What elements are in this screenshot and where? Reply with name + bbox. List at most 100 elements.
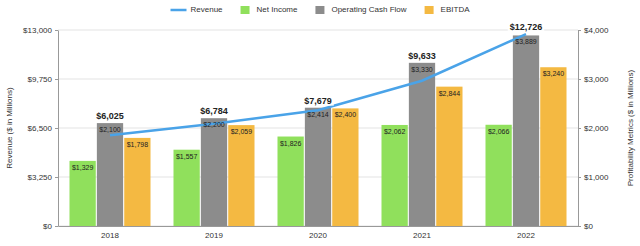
tick-mark [578, 128, 581, 129]
data-label: $3,330 [411, 66, 433, 73]
data-label: $2,400 [335, 111, 357, 118]
line [110, 34, 526, 135]
data-label: $2,059 [231, 128, 253, 135]
data-label-bg [508, 22, 545, 32]
legend-item: EBITDA [425, 5, 471, 14]
bar [540, 67, 566, 226]
tick-label: $6,500 [28, 124, 53, 133]
tick-label: $13,000 [23, 26, 52, 35]
tick-label: 2020 [309, 231, 327, 240]
legend-item: Net Income [241, 5, 298, 14]
legend-label: EBITDA [441, 5, 471, 14]
y2-axis-tick: $2,000 [578, 124, 609, 133]
bar [173, 150, 199, 226]
bar [381, 125, 407, 226]
y2-axis-tick: $3,000 [578, 75, 609, 84]
y-axis-tick: $0 [43, 222, 58, 231]
tick-label: 2022 [517, 231, 535, 240]
tick-mark [55, 30, 58, 31]
data-label: $1,557 [176, 153, 198, 160]
data-label: $2,062 [384, 128, 406, 135]
bar [409, 63, 435, 226]
data-label-bg [302, 96, 334, 106]
bar [332, 108, 358, 226]
tick-label: $2,000 [584, 124, 609, 133]
grid-line [58, 79, 578, 80]
tick-mark [578, 30, 581, 31]
tick-mark [578, 177, 581, 178]
legend: Revenue Net Income Operating Cash Flow EBIT… [171, 5, 471, 14]
y2-axis-title: Profitability Metrics ($ in Millions) [626, 69, 635, 186]
legend-swatch [315, 6, 324, 14]
tick-label: $0 [584, 222, 593, 231]
grid [58, 30, 578, 226]
bar [97, 123, 123, 226]
bar [69, 161, 95, 226]
bar [124, 138, 150, 226]
legend-label: Operating Cash Flow [331, 5, 406, 14]
y2-axis-tick: $4,000 [578, 26, 609, 35]
data-label: $2,414 [307, 111, 329, 118]
y-axis-tick: $6,500 [28, 124, 58, 133]
tick-mark [55, 128, 58, 129]
data-label: $6,784 [200, 106, 228, 116]
grid-line [58, 30, 578, 31]
tick-label: $3,000 [584, 75, 609, 84]
plot-area [69, 34, 566, 226]
tick-mark [578, 79, 581, 80]
legend-item: Operating Cash Flow [315, 5, 406, 14]
bar [485, 125, 511, 226]
y-axis: $0 $3,250 $6,500 $9,750 $13,000 [23, 26, 58, 231]
y2-axis-tick: $0 [578, 222, 593, 231]
bar [201, 118, 227, 226]
data-label: $12,726 [510, 22, 543, 32]
data-label-bg [406, 51, 438, 61]
tick-label: $3,250 [28, 173, 53, 182]
data-label: $6,025 [96, 111, 124, 121]
data-label-bg [198, 106, 230, 116]
y2-axis: $0 $1,000 $2,000 $3,000 $4,000 [578, 26, 609, 231]
data-labels: $1,329$1,557$1,826$2,062$2,066$2,100$2,2… [72, 22, 564, 171]
y2-axis-tick: $1,000 [578, 173, 609, 182]
x-axis-tick: 2021 [413, 231, 431, 240]
x-axis-tick: 2018 [101, 231, 119, 240]
x-axis-tick: 2022 [517, 231, 535, 240]
bar [228, 125, 254, 226]
bar [305, 108, 331, 226]
x-axis-tick: 2020 [309, 231, 327, 240]
y-axis-tick: $3,250 [28, 173, 58, 182]
legend-swatch [425, 6, 434, 14]
bar [436, 87, 462, 226]
x-axis: 2018 2019 2020 2021 2022 [59, 227, 579, 240]
tick-label: $4,000 [584, 26, 609, 35]
tick-mark [55, 79, 58, 80]
tick-label: 2019 [205, 231, 223, 240]
y-axis-title: Revenue ($ in Millions) [5, 87, 14, 169]
tick-label: 2021 [413, 231, 431, 240]
tick-label: $0 [43, 222, 52, 231]
bar [277, 137, 303, 226]
data-label: $1,329 [72, 164, 94, 171]
legend-swatch [171, 9, 187, 12]
legend-item: Revenue [171, 5, 224, 14]
tick-label: $9,750 [28, 75, 53, 84]
y-axis-tick: $9,750 [28, 75, 58, 84]
legend-swatch [241, 6, 250, 14]
data-label: $3,240 [543, 70, 565, 77]
data-label: $2,844 [439, 90, 461, 97]
bar [513, 35, 539, 226]
data-label: $7,679 [304, 96, 332, 106]
data-label: $2,066 [488, 128, 510, 135]
tick-mark [55, 177, 58, 178]
data-label: $2,100 [99, 126, 121, 133]
tick-mark [55, 226, 58, 227]
data-label: $3,889 [515, 38, 537, 45]
chart: $0 $3,250 $6,500 $9,750 $13,000 $0 $1,000 $2,00… [0, 0, 640, 246]
tick-label: 2018 [101, 231, 119, 240]
data-label: $9,633 [408, 51, 436, 61]
y-axis-tick: $13,000 [23, 26, 58, 35]
y-axis-line [58, 31, 59, 227]
x-axis-tick: 2019 [205, 231, 223, 240]
tick-label: $1,000 [584, 173, 609, 182]
legend-label: Net Income [257, 5, 298, 14]
